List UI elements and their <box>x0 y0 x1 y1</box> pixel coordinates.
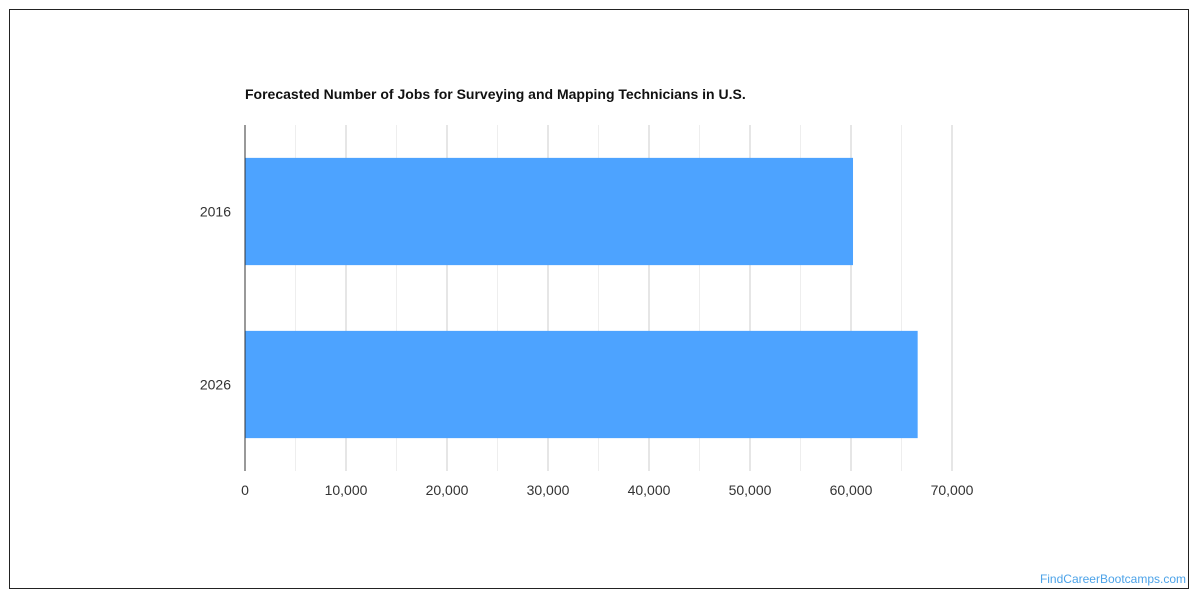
x-tick-label: 40,000 <box>628 482 671 498</box>
tick-labels: 0 10,000 20,000 30,000 40,000 50,000 60,000 70,… <box>200 204 974 499</box>
y-category-label: 2026 <box>200 377 231 393</box>
bars <box>245 157 918 439</box>
y-category-label: 2016 <box>200 204 231 220</box>
x-tick-label: 50,000 <box>729 482 772 498</box>
x-tick-label: 0 <box>241 482 249 498</box>
chart-title: Forecasted Number of Jobs for Surveying … <box>245 86 746 102</box>
x-tick-label: 60,000 <box>830 482 873 498</box>
bar-2026 <box>245 330 918 439</box>
x-tick-label: 70,000 <box>931 482 974 498</box>
watermark-link[interactable]: FindCareerBootcamps.com <box>1039 572 1186 586</box>
x-tick-label: 20,000 <box>426 482 469 498</box>
x-tick-label: 10,000 <box>325 482 368 498</box>
bar-2016 <box>245 157 854 266</box>
x-tick-label: 30,000 <box>527 482 570 498</box>
